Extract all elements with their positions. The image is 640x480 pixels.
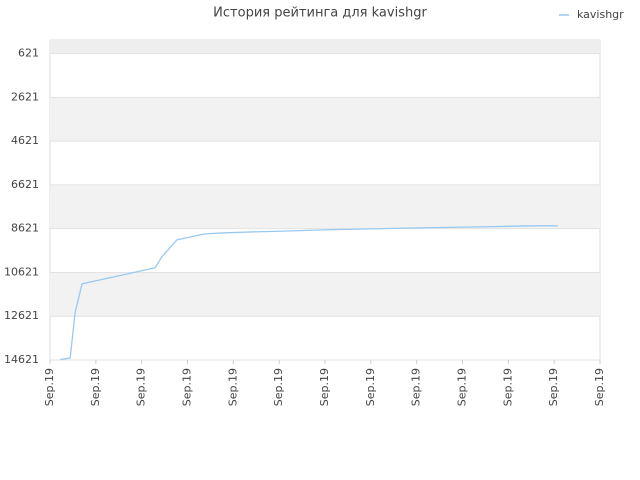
x-tick-label: Sep.19 [501, 368, 514, 406]
grid-band [50, 184, 600, 229]
x-tick-label: Sep.19 [43, 368, 56, 406]
x-tick-label: Sep.19 [456, 368, 469, 406]
line [59, 225, 558, 361]
y-tick-label: 8621 [11, 222, 39, 235]
y-tick-label: 621 [18, 47, 39, 60]
x-tick-label: Sep.19 [593, 368, 606, 406]
x-tick-label: Sep.19 [272, 368, 285, 406]
x-tick-label: Sep.19 [226, 368, 239, 406]
grid-band [50, 97, 600, 142]
grid-band [50, 40, 600, 54]
y-tick-label: 4621 [11, 134, 39, 147]
x-tick-label: Sep.19 [181, 368, 194, 406]
y-tick-label: 2621 [11, 90, 39, 103]
x-tick-label: Sep.19 [410, 368, 423, 406]
x-tick-label: Sep.19 [135, 368, 148, 406]
grid-band [50, 272, 600, 317]
y-tick-label: 6621 [11, 178, 39, 191]
x-tick-label: Sep.19 [547, 368, 560, 406]
chart-title: История рейтинга для kavishgr [213, 6, 427, 21]
x-tick-label: Sep.19 [318, 368, 331, 406]
y-tick-label: 12621 [4, 309, 39, 322]
legend-label: kavishgr [577, 8, 624, 21]
x-tick-label: Sep.19 [364, 368, 377, 406]
x-tick-label: Sep.19 [89, 368, 102, 406]
y-tick-label: 10621 [4, 265, 39, 278]
y-tick-label: 14621 [4, 353, 39, 366]
